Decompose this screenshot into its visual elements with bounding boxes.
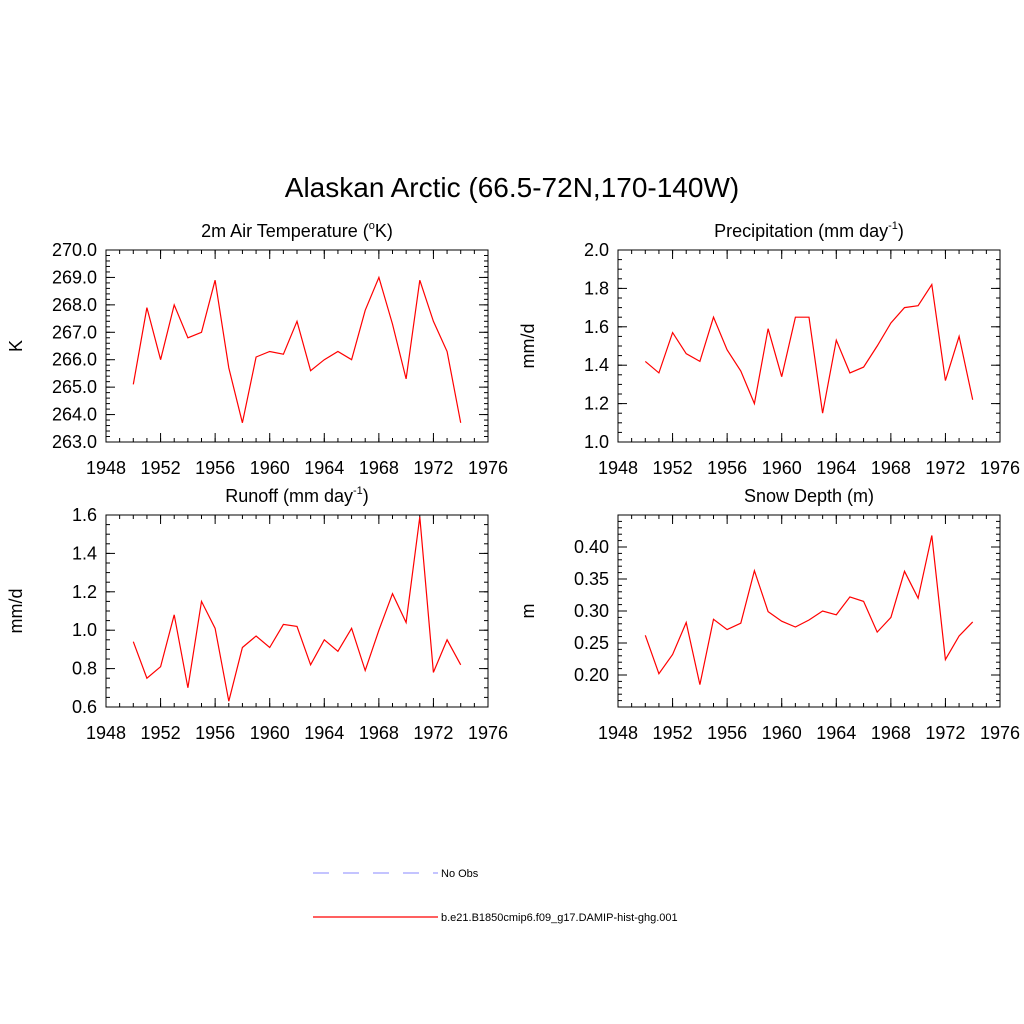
x-tick-label: 1948: [86, 723, 126, 743]
y-tick-label: 1.8: [584, 278, 609, 298]
series-line-1: [644, 282, 974, 414]
x-tick-label: 1972: [925, 458, 965, 478]
plot-frame: [105, 514, 489, 708]
y-axis-label: m: [518, 604, 538, 619]
panel-2: Precipitation (mm day-1) 1948 1952 1956 1960…: [518, 220, 1020, 478]
x-tick-label: 1968: [359, 723, 399, 743]
y-tick-label: 1.4: [584, 355, 609, 375]
x-tick-label: 1952: [141, 723, 181, 743]
x-tick-label: 1960: [250, 723, 290, 743]
x-tick-label: 1968: [871, 458, 911, 478]
y-tick-label: 1.6: [584, 317, 609, 337]
x-tick-label: 1972: [925, 723, 965, 743]
y-tick-label: 264.0: [52, 405, 97, 425]
y-tick-label: 0.20: [574, 665, 609, 685]
y-tick-label: 0.30: [574, 601, 609, 621]
x-tick-label: 1948: [598, 458, 638, 478]
x-tick-label: 1952: [653, 723, 693, 743]
title-text: Precipitation (mm day: [714, 221, 888, 241]
y-tick-label: 268.0: [52, 295, 97, 315]
panel-1: 2m Air Temperature (oK) 1948 1952 1956 1960 1…: [6, 220, 508, 478]
plot-frame: [105, 249, 489, 443]
y-axis-label: mm/d: [6, 589, 26, 634]
x-tick-label: 1964: [816, 458, 856, 478]
y-tick-label: 2.0: [584, 240, 609, 260]
x-tick-label: 1956: [707, 723, 747, 743]
x-tick-label: 1956: [195, 458, 235, 478]
legend-label: No Obs: [441, 868, 479, 880]
x-tick-label: 1956: [707, 458, 747, 478]
y-tick-label: 0.40: [574, 537, 609, 557]
x-tick-label: 1948: [598, 723, 638, 743]
y-tick-label: 263.0: [52, 432, 97, 452]
title-superscript: o: [369, 220, 375, 232]
legend-label: b.e21.B1850cmip6.f09_g17.DAMIP-hist-ghg.…: [441, 912, 678, 924]
x-tick-label: 1948: [86, 458, 126, 478]
panel-title: Precipitation (mm day-1): [714, 220, 904, 241]
y-tick-label: 269.0: [52, 267, 97, 287]
plot-frame: [617, 514, 1001, 708]
x-tick-label: 1952: [141, 458, 181, 478]
x-tick-label: 1976: [468, 458, 508, 478]
figure-title: Alaskan Arctic (66.5-72N,170-140W): [285, 172, 739, 203]
y-tick-label: 270.0: [52, 240, 97, 260]
title-text: ): [363, 486, 369, 506]
x-tick-label: 1968: [871, 723, 911, 743]
x-tick-label: 1972: [413, 458, 453, 478]
y-tick-label: 1.6: [72, 505, 97, 525]
x-tick-label: 1960: [762, 723, 802, 743]
series-line-1: [132, 275, 462, 423]
panels: 2m Air Temperature (oK)1948 1952 1956 1960 1…: [6, 220, 1020, 743]
title-text: Runoff (mm day: [225, 486, 353, 506]
panel-title: Snow Depth (m): [744, 486, 874, 506]
x-tick-label: 1960: [762, 458, 802, 478]
x-tick-label: 1964: [304, 723, 344, 743]
plot-frame: [617, 249, 1001, 443]
panel-title: Runoff (mm day-1): [225, 485, 369, 506]
x-tick-label: 1968: [359, 458, 399, 478]
y-tick-label: 0.35: [574, 569, 609, 589]
x-tick-label: 1964: [816, 723, 856, 743]
y-tick-label: 0.6: [72, 697, 97, 717]
legend: No Obs b.e21.B1850cmip6.f09_g17.DAMIP-his…: [313, 868, 678, 924]
y-tick-label: 0.25: [574, 633, 609, 653]
y-tick-label: 1.2: [584, 394, 609, 414]
title-superscript: -1: [353, 485, 363, 497]
title-text: K): [375, 221, 393, 241]
x-tick-label: 1952: [653, 458, 693, 478]
x-tick-label: 1972: [413, 723, 453, 743]
title-superscript: -1: [888, 220, 898, 232]
y-tick-label: 0.8: [72, 659, 97, 679]
title-text: ): [898, 221, 904, 241]
x-tick-label: 1960: [250, 458, 290, 478]
series-line-1: [132, 516, 462, 702]
y-tick-label: 1.0: [72, 620, 97, 640]
x-tick-label: 1964: [304, 458, 344, 478]
y-tick-label: 267.0: [52, 322, 97, 342]
y-tick-label: 265.0: [52, 377, 97, 397]
title-text: 2m Air Temperature (: [201, 221, 369, 241]
y-tick-label: 266.0: [52, 350, 97, 370]
y-tick-label: 1.0: [584, 432, 609, 452]
series-line-1: [644, 535, 974, 685]
panel-3: Runoff (mm day-1) 1948 1952 1956 1960 1964 196…: [6, 485, 508, 743]
title-text: Snow Depth (m): [744, 486, 874, 506]
x-tick-label: 1976: [980, 723, 1020, 743]
y-tick-label: 1.2: [72, 582, 97, 602]
panel-4: Snow Depth (m) 1948 1952 1956 1960 1964 1968 19…: [518, 486, 1020, 743]
x-tick-label: 1956: [195, 723, 235, 743]
x-tick-label: 1976: [980, 458, 1020, 478]
y-axis-label: K: [6, 340, 26, 352]
x-tick-label: 1976: [468, 723, 508, 743]
y-tick-label: 1.4: [72, 543, 97, 563]
y-axis-label: mm/d: [518, 324, 538, 369]
panel-title: 2m Air Temperature (oK): [201, 220, 393, 241]
